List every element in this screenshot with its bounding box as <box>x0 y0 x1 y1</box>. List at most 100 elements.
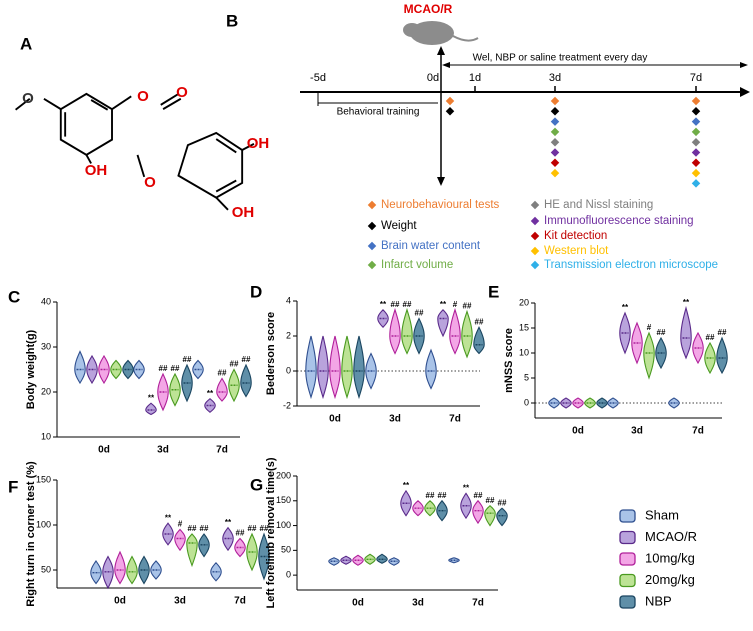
x-tick-label: 7d <box>216 445 228 456</box>
y-tick-label: 150 <box>276 495 291 505</box>
panel-label: A <box>20 34 32 53</box>
legend-marker <box>367 241 377 251</box>
test-marker <box>691 137 701 147</box>
mouse-body <box>410 21 454 45</box>
legend-marker <box>367 260 377 270</box>
legend-swatch <box>619 573 636 588</box>
y-tick-label: 15 <box>519 322 529 332</box>
panel-label: E <box>488 282 499 301</box>
violin <box>680 305 692 360</box>
legend-label: 10mg/kg <box>645 550 695 565</box>
violin <box>174 528 186 552</box>
legend-label: Sham <box>645 507 679 522</box>
violin <box>317 335 329 400</box>
x-tick-label: 7d <box>472 598 484 609</box>
significance: ## <box>415 309 424 318</box>
x-tick-label: 7d <box>692 426 704 437</box>
significance: ## <box>183 355 192 364</box>
legend-label: Immunofluorescence staining <box>544 215 694 227</box>
violin <box>437 308 449 338</box>
significance: ## <box>260 524 269 533</box>
y-axis-title: Left forelimb removal time(s) <box>265 457 277 608</box>
test-marker <box>550 137 560 147</box>
bond <box>43 97 62 110</box>
x-tick-label: 0d <box>352 598 364 609</box>
y-tick-label: 30 <box>41 341 51 351</box>
violin <box>216 377 228 402</box>
day-label: 3d <box>549 72 561 84</box>
bond <box>241 143 255 151</box>
atom-label: OH <box>247 135 270 152</box>
training-label: Behavioral training <box>337 107 420 118</box>
significance: ** <box>403 481 410 490</box>
significance: ## <box>475 317 484 326</box>
panel-label: B <box>226 11 238 30</box>
y-tick-label: -2 <box>283 400 291 410</box>
significance: # <box>178 520 183 529</box>
legend-label: Weight <box>381 220 417 232</box>
significance: ** <box>165 513 172 522</box>
arrow-head <box>740 62 748 68</box>
atom-label: O <box>137 88 149 105</box>
y-axis-title: Bederson score <box>265 312 277 395</box>
bond <box>215 196 229 211</box>
violin <box>389 307 401 355</box>
x-tick-label: 0d <box>114 596 126 607</box>
chemical-structure <box>15 92 255 211</box>
y-tick-label: 5 <box>524 372 529 382</box>
legend-marker <box>367 200 377 210</box>
arrow-head <box>740 87 750 97</box>
y-tick-label: 100 <box>36 519 51 529</box>
violin <box>461 309 473 359</box>
bond <box>162 97 182 110</box>
legend-label: 20mg/kg <box>645 572 695 587</box>
violin <box>473 325 485 355</box>
legend-label: NBP <box>645 593 672 608</box>
violin <box>484 504 496 527</box>
legend-label: Infarct volume <box>381 259 453 271</box>
violin <box>114 550 126 585</box>
test-marker <box>550 148 560 157</box>
x-tick-label: 3d <box>631 426 643 437</box>
bond <box>90 99 109 111</box>
mouse-icon <box>403 21 479 45</box>
bond <box>215 138 237 154</box>
panel-label: G <box>250 475 263 494</box>
test-marker <box>691 168 701 178</box>
atom-label: O <box>144 174 156 191</box>
significance: ## <box>498 498 507 507</box>
violin <box>74 350 86 385</box>
violin <box>341 335 353 400</box>
y-tick-label: 50 <box>281 545 291 555</box>
arrow-head <box>442 62 450 68</box>
significance: ** <box>622 303 629 312</box>
violin <box>425 348 437 390</box>
y-tick-label: 0 <box>286 365 291 375</box>
x-tick-label: 3d <box>412 598 424 609</box>
significance: ## <box>242 355 251 364</box>
significance: ** <box>683 298 690 307</box>
legend-label: Kit detection <box>544 230 607 242</box>
violin <box>716 336 728 375</box>
y-tick-label: 10 <box>41 431 51 441</box>
mouse-head <box>403 23 421 37</box>
y-tick-label: 4 <box>286 295 291 305</box>
test-marker <box>691 148 701 157</box>
y-tick-label: 0 <box>524 397 529 407</box>
timeline <box>300 46 750 186</box>
violin <box>401 307 413 355</box>
significance: ## <box>171 364 180 373</box>
test-marker <box>445 107 455 116</box>
ring <box>177 131 244 199</box>
test-marker <box>550 158 560 168</box>
violin <box>472 499 484 525</box>
bond <box>85 154 92 164</box>
significance: ** <box>225 518 232 527</box>
test-marker <box>691 179 701 188</box>
violin <box>353 335 365 400</box>
ring <box>59 92 113 157</box>
significance: ## <box>159 364 168 373</box>
